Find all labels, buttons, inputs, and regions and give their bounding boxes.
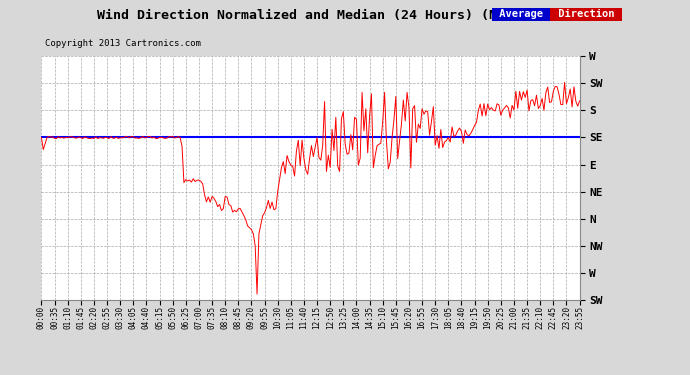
Text: Average: Average [493, 9, 550, 20]
Text: Direction: Direction [552, 9, 621, 20]
Text: Wind Direction Normalized and Median (24 Hours) (New) 20130428: Wind Direction Normalized and Median (24… [97, 9, 593, 22]
Text: Copyright 2013 Cartronics.com: Copyright 2013 Cartronics.com [45, 39, 201, 48]
